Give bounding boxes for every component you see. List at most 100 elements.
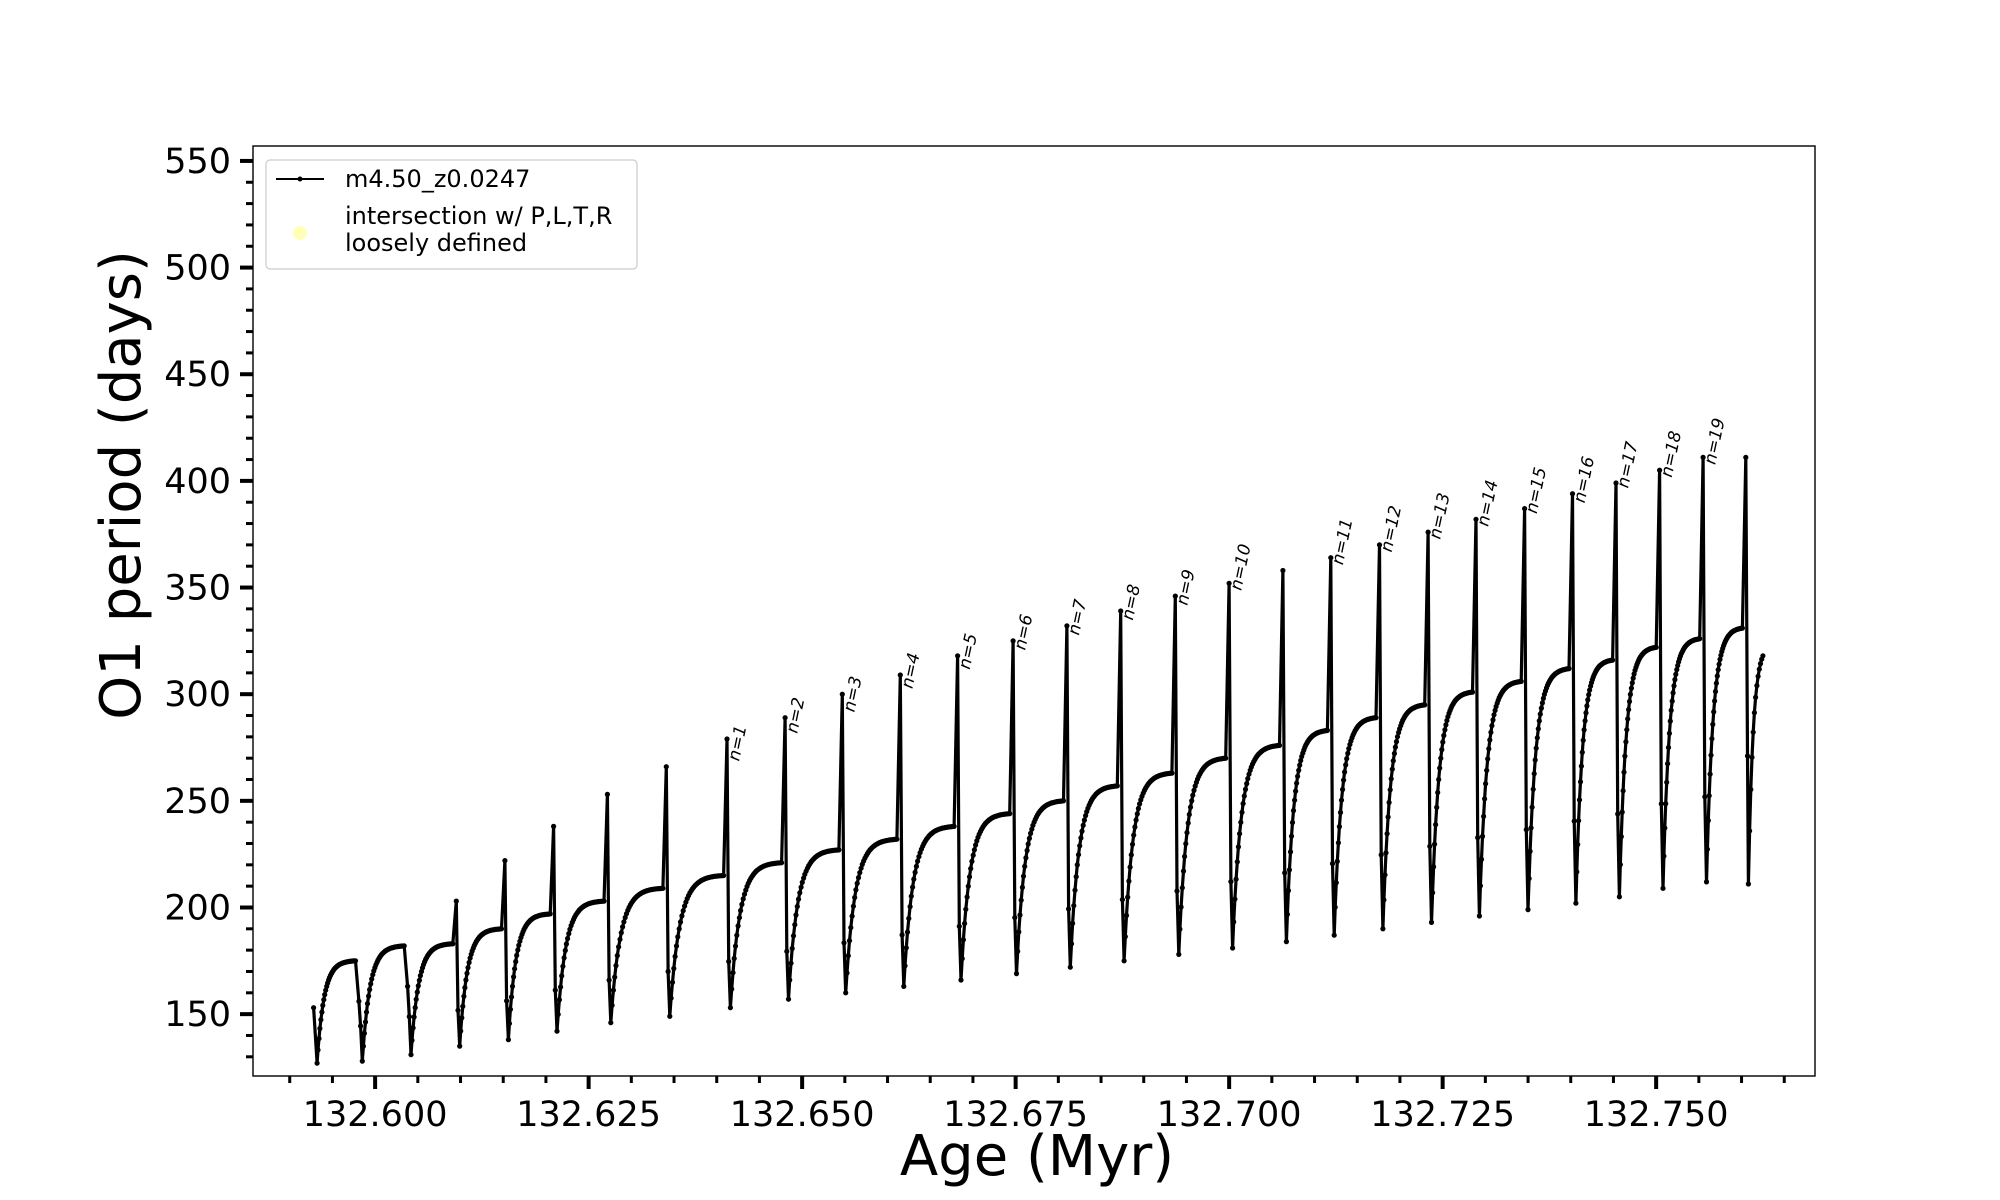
series-point: [1576, 818, 1582, 824]
series-point: [514, 952, 520, 959]
series-point: [601, 898, 607, 904]
y-tick-label: 500: [164, 249, 231, 289]
series-point: [1539, 700, 1545, 706]
legend-dot-icon: [297, 176, 303, 182]
series-point: [1700, 454, 1706, 460]
series-point: [855, 875, 862, 881]
series-point: [1624, 727, 1630, 733]
series-point: [412, 1005, 418, 1011]
series-point: [907, 904, 913, 910]
series-point: [1132, 824, 1138, 830]
series-point: [1074, 862, 1080, 868]
series-point: [1013, 971, 1020, 977]
series-point: [1187, 804, 1194, 810]
series-point: [1186, 811, 1192, 818]
series-point: [1489, 723, 1495, 729]
series-point: [1295, 773, 1301, 779]
series-point: [558, 984, 564, 990]
series-point: [366, 993, 372, 999]
series-point: [1577, 779, 1584, 785]
series-point: [1671, 683, 1677, 689]
y-tick-label: 450: [164, 355, 231, 395]
series-point: [721, 872, 727, 879]
series-point: [843, 990, 849, 996]
series-point: [787, 977, 793, 983]
series-point: [417, 973, 423, 979]
series-point: [1226, 580, 1232, 586]
series-point: [956, 923, 962, 929]
series-point: [903, 945, 909, 951]
series-point: [1378, 852, 1384, 858]
series-point: [1615, 811, 1621, 817]
series-point: [1077, 843, 1083, 849]
series-point: [1760, 653, 1766, 659]
series-point: [911, 876, 917, 882]
series-point: [1585, 697, 1591, 703]
series-point: [1625, 716, 1631, 722]
series-point: [1244, 781, 1250, 787]
series-point: [1630, 675, 1636, 681]
series-point: [1383, 850, 1389, 856]
series-point: [1440, 739, 1446, 745]
series-point: [1532, 757, 1538, 763]
series-point: [1238, 819, 1244, 825]
series-point: [507, 1006, 513, 1013]
series-point: [1126, 878, 1132, 884]
series-point: [368, 981, 374, 987]
series-point: [1024, 847, 1030, 854]
series-point: [1028, 830, 1034, 837]
series-point: [789, 945, 795, 952]
series-point: [1386, 799, 1392, 806]
series-point: [669, 979, 676, 985]
series-point: [1239, 809, 1245, 815]
axes: 132.600 132.625 132.650 132.675 132.700 132.7…: [164, 142, 1786, 1135]
series-point: [1012, 915, 1018, 921]
series-point: [1338, 797, 1345, 803]
series-point: [679, 913, 685, 919]
series-point: [908, 893, 914, 899]
series-point: [1533, 745, 1539, 751]
series-point: [682, 903, 688, 909]
series-point: [1621, 769, 1627, 775]
series-point: [458, 1028, 464, 1034]
series-point: [1080, 822, 1086, 828]
series-point: [1388, 776, 1394, 782]
series-point: [1529, 804, 1535, 810]
series-point: [1068, 941, 1075, 947]
series-point: [739, 901, 745, 908]
series-point: [1658, 801, 1664, 807]
series-point: [853, 887, 859, 893]
series-point: [1573, 900, 1579, 906]
series-point: [566, 931, 572, 937]
series-point: [356, 998, 362, 1004]
series-point: [453, 898, 459, 904]
series-point: [1653, 644, 1659, 650]
series-point: [1134, 811, 1140, 817]
series-point: [509, 983, 516, 989]
series-point: [565, 935, 571, 942]
series-point: [617, 936, 623, 942]
series-point: [562, 947, 568, 954]
series-point: [1710, 721, 1716, 728]
series-point: [1288, 833, 1295, 839]
series-point: [1475, 835, 1481, 841]
series-point: [1709, 736, 1715, 742]
series-point: [1385, 814, 1391, 820]
series-point: [1114, 783, 1120, 789]
series-point: [508, 994, 515, 1000]
series-point: [959, 956, 965, 962]
series-point: [1712, 688, 1719, 695]
series-point: [1235, 844, 1241, 850]
series-point: [1717, 656, 1723, 663]
series-point: [962, 920, 968, 927]
series-point: [1528, 825, 1534, 831]
series-point: [1073, 874, 1079, 880]
series-point: [1657, 467, 1663, 473]
series-point: [610, 987, 617, 993]
series-point: [1228, 879, 1234, 885]
series-point: [1704, 846, 1710, 852]
series-point: [673, 943, 680, 949]
series-point: [1189, 798, 1195, 804]
series-point: [1432, 841, 1438, 847]
series-point: [1176, 951, 1182, 958]
